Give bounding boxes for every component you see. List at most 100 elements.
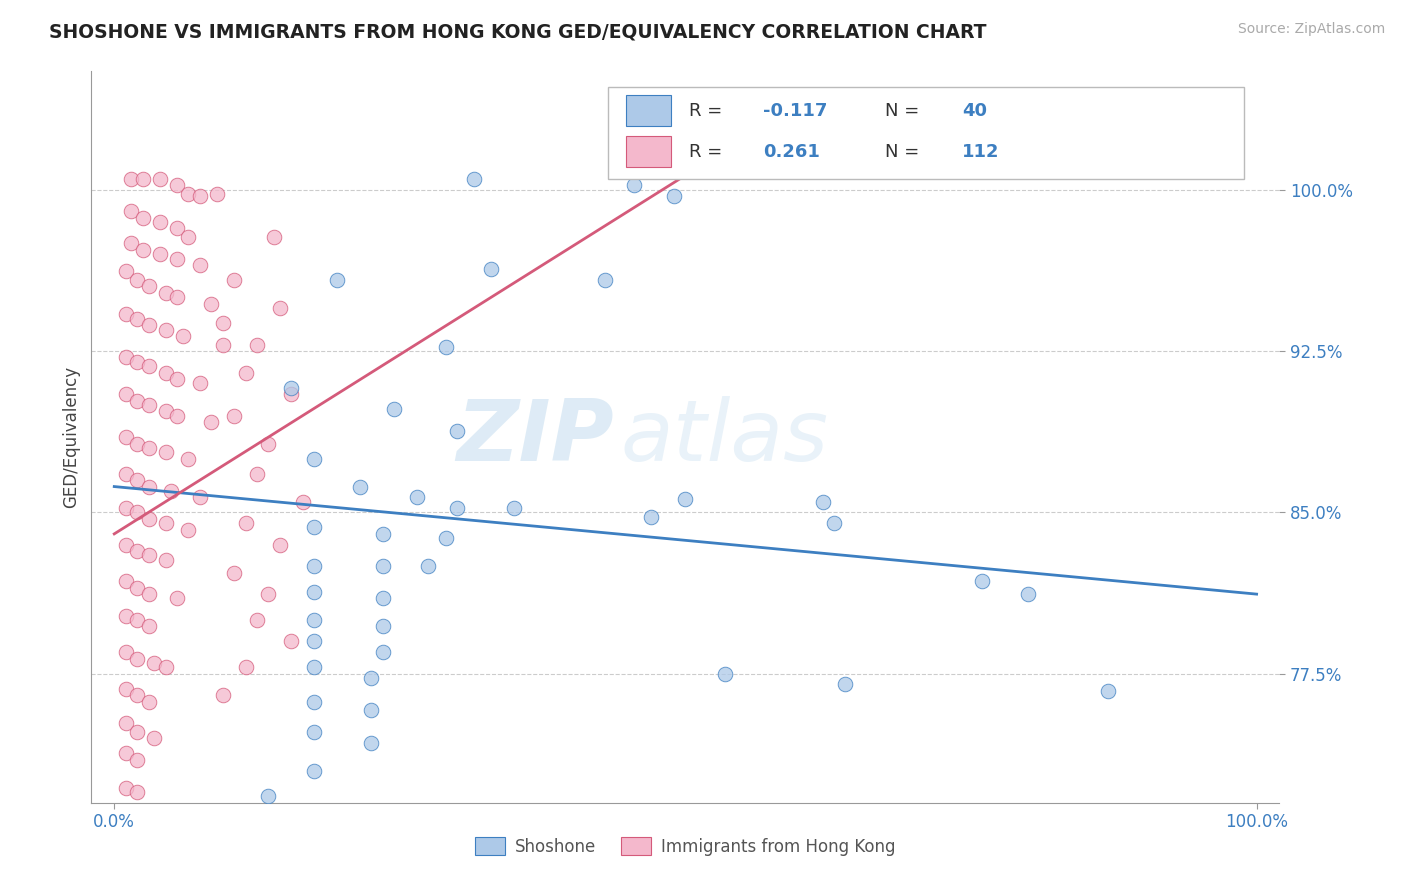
Point — [224, 273, 246, 287]
Point — [138, 695, 160, 709]
Point — [623, 178, 645, 193]
Point — [155, 366, 177, 380]
Point — [127, 724, 148, 739]
Point — [127, 785, 148, 799]
Point — [166, 178, 188, 193]
Point — [446, 424, 468, 438]
Point — [302, 559, 325, 574]
Point — [479, 262, 502, 277]
Point — [114, 501, 136, 516]
Point — [434, 531, 457, 545]
Point — [280, 387, 302, 401]
Point — [662, 189, 685, 203]
Point — [155, 404, 177, 418]
Point — [972, 574, 994, 589]
Point — [406, 491, 429, 505]
Point — [257, 436, 280, 450]
Point — [463, 172, 485, 186]
Point — [127, 544, 148, 558]
Point — [714, 666, 737, 681]
Text: 40: 40 — [962, 102, 987, 120]
Point — [291, 494, 314, 508]
Point — [132, 888, 155, 892]
Point — [132, 845, 155, 859]
Point — [114, 538, 136, 552]
Point — [371, 645, 394, 659]
Point — [132, 243, 155, 257]
Point — [114, 780, 136, 795]
Point — [1017, 587, 1039, 601]
Point — [326, 273, 349, 287]
Legend: Shoshone, Immigrants from Hong Kong: Shoshone, Immigrants from Hong Kong — [467, 830, 904, 864]
Bar — [626, 136, 671, 167]
Point — [200, 415, 222, 429]
Point — [382, 402, 405, 417]
Point — [138, 512, 160, 526]
Point — [371, 559, 394, 574]
Point — [120, 236, 142, 251]
Point — [155, 445, 177, 459]
Point — [114, 716, 136, 731]
Text: Source: ZipAtlas.com: Source: ZipAtlas.com — [1237, 22, 1385, 37]
Point — [302, 585, 325, 599]
Point — [166, 290, 188, 304]
Text: ZIP: ZIP — [457, 395, 614, 479]
Point — [246, 467, 269, 481]
Point — [263, 230, 285, 244]
Point — [446, 501, 468, 516]
Point — [371, 527, 394, 541]
Point — [302, 764, 325, 778]
Point — [302, 724, 325, 739]
Point — [127, 613, 148, 627]
Point — [280, 381, 302, 395]
Point — [138, 441, 160, 455]
Point — [143, 656, 166, 670]
Point — [166, 252, 188, 266]
Point — [149, 172, 172, 186]
Point — [302, 660, 325, 674]
Point — [823, 516, 845, 530]
Point — [132, 172, 155, 186]
Point — [434, 340, 457, 354]
Point — [224, 409, 246, 423]
Point — [132, 211, 155, 225]
Point — [360, 735, 382, 749]
Point — [302, 613, 325, 627]
Point — [127, 753, 148, 767]
Text: atlas: atlas — [620, 395, 828, 479]
Point — [246, 337, 269, 351]
Point — [114, 574, 136, 589]
Point — [155, 660, 177, 674]
Point — [811, 494, 834, 508]
Point — [114, 467, 136, 481]
Point — [371, 619, 394, 633]
Point — [371, 591, 394, 606]
Bar — [626, 95, 671, 127]
Text: SHOSHONE VS IMMIGRANTS FROM HONG KONG GED/EQUIVALENCY CORRELATION CHART: SHOSHONE VS IMMIGRANTS FROM HONG KONG GE… — [49, 22, 987, 41]
Point — [503, 501, 526, 516]
Point — [127, 651, 148, 665]
Text: N =: N = — [884, 143, 925, 161]
Point — [211, 688, 233, 702]
Point — [1097, 684, 1119, 698]
Point — [127, 355, 148, 369]
Point — [138, 479, 160, 493]
Text: R =: R = — [689, 143, 728, 161]
Point — [177, 230, 200, 244]
Point — [188, 376, 211, 391]
Point — [257, 789, 280, 804]
Point — [235, 660, 257, 674]
Point — [120, 172, 142, 186]
Point — [246, 613, 269, 627]
Point — [114, 351, 136, 365]
Point — [127, 311, 148, 326]
Text: N =: N = — [884, 102, 925, 120]
Point — [418, 559, 440, 574]
FancyBboxPatch shape — [609, 87, 1244, 179]
Point — [177, 186, 200, 201]
Point — [235, 366, 257, 380]
Point — [177, 523, 200, 537]
Point — [235, 516, 257, 530]
Point — [166, 372, 188, 386]
Point — [834, 677, 856, 691]
